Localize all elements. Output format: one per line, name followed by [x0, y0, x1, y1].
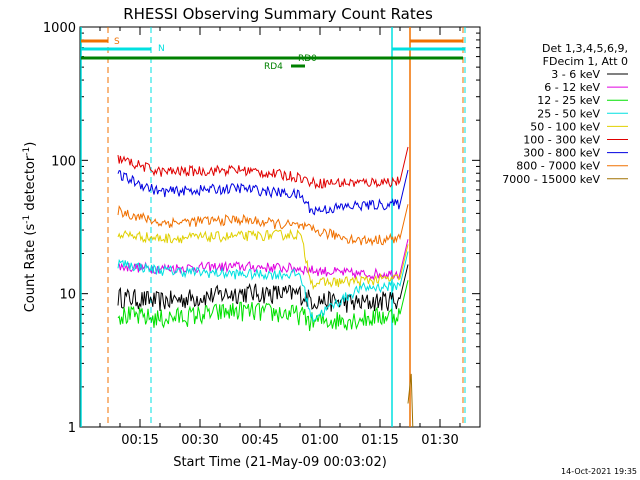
- series-line: [117, 146, 409, 190]
- legend-header: FDecim 1, Att 0: [543, 55, 628, 68]
- ticks-layer: 1 10 100 1000 00:15 00:30 00:45 01:00 01:15 01:30: [43, 21, 480, 448]
- legend-entry-label: 7000 - 15000 keV: [502, 173, 600, 186]
- series-line: [117, 204, 409, 247]
- x-tick-label: 01:30: [421, 433, 458, 448]
- y-tick-label: 100: [51, 154, 76, 169]
- y-axis-label-text: Count Rate (s: [23, 224, 38, 313]
- saa-flag-label: S: [114, 37, 120, 47]
- legend-header: Det 1,3,4,5,6,9,: [542, 42, 628, 55]
- legend: Det 1,3,4,5,6,9,FDecim 1, Att 03 - 6 keV…: [502, 42, 628, 186]
- y-tick-label: 1: [68, 421, 76, 436]
- legend-entry-label: 800 - 7000 keV: [516, 160, 600, 173]
- series-line: [407, 373, 414, 428]
- night-flag-label: N: [158, 44, 165, 54]
- series-line: [117, 169, 409, 216]
- legend-entry-label: 50 - 100 keV: [530, 120, 600, 133]
- series-layer: [117, 146, 414, 428]
- series-line: [117, 228, 409, 291]
- legend-entry-label: 3 - 6 keV: [551, 68, 600, 81]
- series-line: [117, 280, 409, 332]
- series-line: [117, 251, 409, 323]
- legend-entry-label: 12 - 25 keV: [537, 94, 600, 107]
- legend-entry-label: 300 - 800 keV: [523, 147, 600, 160]
- x-tick-label: 01:00: [301, 433, 338, 448]
- y-axis-label: Count Rate (s-1 detector-1): [22, 142, 38, 313]
- x-axis-label: Start Time (21-May-09 00:03:02): [173, 455, 387, 470]
- timestamp: 14-Oct-2021 19:35: [561, 467, 637, 476]
- rd0-flag-label: RD0: [298, 54, 317, 64]
- legend-entry-label: 100 - 300 keV: [523, 134, 600, 147]
- x-tick-label: 00:15: [121, 433, 158, 448]
- x-tick-label: 01:15: [361, 433, 398, 448]
- rd4-flag-label: RD4: [264, 62, 283, 72]
- x-tick-label: 00:45: [241, 433, 278, 448]
- plot-frame: [79, 26, 481, 428]
- series-line: [117, 264, 409, 313]
- annotations-layer: S N RD0 RD4: [80, 27, 466, 427]
- chart-title: RHESSI Observing Summary Count Rates: [123, 5, 433, 23]
- y-tick-label: 10: [59, 288, 76, 303]
- legend-entry-label: 25 - 50 keV: [537, 107, 600, 120]
- legend-entry-label: 6 - 12 keV: [544, 81, 600, 94]
- y-tick-label: 1000: [43, 21, 76, 36]
- x-tick-label: 00:30: [181, 433, 218, 448]
